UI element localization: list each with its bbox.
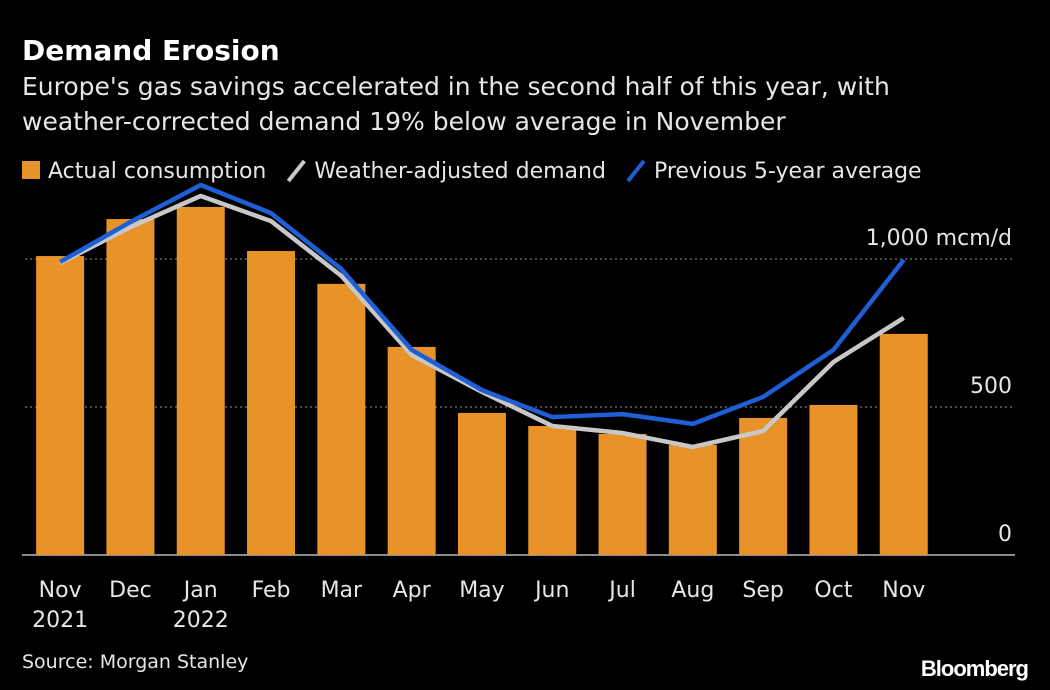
x-tick-label: Jul — [607, 578, 636, 603]
bar — [457, 412, 506, 555]
x-tick-label: Feb — [252, 578, 291, 603]
bar — [317, 283, 366, 555]
x-tick-label: Dec — [109, 578, 152, 603]
chart-title: Demand Erosion — [22, 34, 280, 67]
bar — [528, 425, 577, 555]
legend-label: Previous 5-year average — [654, 159, 922, 184]
y-tick-label: 500 — [970, 374, 1012, 399]
bar — [106, 219, 155, 556]
brand: Bloomberg — [921, 656, 1028, 681]
legend-swatch — [22, 161, 40, 179]
legend-swatch — [626, 159, 646, 183]
x-tick-label: Sep — [742, 578, 783, 603]
chart-subtitle: weather-corrected demand 19% below avera… — [22, 107, 786, 136]
x-tick-label: Mar — [321, 578, 363, 603]
legend-label: Actual consumption — [48, 159, 266, 184]
bar — [739, 417, 788, 555]
y-tick-label: 0 — [998, 522, 1012, 547]
bar — [598, 433, 647, 555]
legend-swatch — [286, 159, 306, 183]
x-tick-label: Aug — [671, 578, 714, 603]
x-tick-label: Oct — [814, 578, 852, 603]
line — [59, 182, 906, 427]
x-tick-label: Jan 2022 — [173, 578, 229, 633]
chart-subtitle: Europe's gas savings accelerated in the … — [22, 72, 890, 101]
bar — [387, 346, 436, 555]
x-tick-label: Nov — [882, 578, 925, 603]
bar — [247, 251, 296, 555]
y-tick-label: 1,000 mcm/d — [866, 226, 1012, 251]
bar — [176, 206, 225, 556]
x-tick-label: Nov 2021 — [32, 578, 88, 633]
legend-label: Weather-adjusted demand — [314, 159, 606, 184]
x-tick-label: Jun — [533, 578, 569, 603]
x-tick-label: Apr — [393, 578, 432, 603]
source: Source: Morgan Stanley — [22, 651, 248, 673]
bar — [36, 256, 85, 555]
bar — [879, 333, 928, 555]
bar — [809, 404, 858, 555]
bar — [668, 444, 717, 555]
x-tick-label: May — [459, 578, 504, 603]
